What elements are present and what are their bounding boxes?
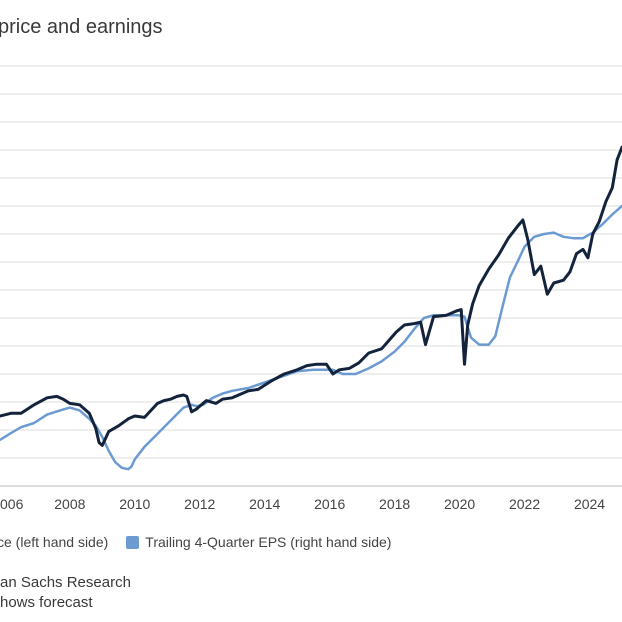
legend-label-price: ce (left hand side) [0,534,109,550]
x-tick-label: 2012 [184,496,215,512]
x-tick-label: 006 [0,496,24,512]
x-tick-label: 2018 [379,496,410,512]
legend-label-eps: Trailing 4-Quarter EPS (right hand side) [145,534,392,550]
chart-title: price and earnings [0,16,163,38]
x-tick-label: 2010 [119,496,150,512]
source-line-2: hows forecast [0,594,93,611]
legend-swatch-eps [126,535,140,549]
x-tick-label: 2024 [574,496,605,512]
legend-item-price: ce (left hand side) [0,534,108,550]
x-tick-label: 2014 [249,496,280,512]
x-axis: 006 2008 2010 2012 2014 2016 2018 2020 2022 2024 [0,496,605,512]
series-line-price [0,145,622,447]
x-tick-label: 2008 [54,496,85,512]
x-tick-label: 2020 [444,496,475,512]
legend-item-eps: Trailing 4-Quarter EPS (right hand side) [126,534,391,550]
source-note: an Sachs Research hows forecast [0,573,131,613]
series-line-eps [0,204,622,471]
source-line-1: an Sachs Research [0,574,131,591]
x-tick-label: 2016 [314,496,345,512]
chart-legend: ce (left hand side) Trailing 4-Quarter E… [0,534,391,550]
chart-grid [0,65,622,487]
x-tick-label: 2022 [509,496,540,512]
chart-series [0,145,622,471]
